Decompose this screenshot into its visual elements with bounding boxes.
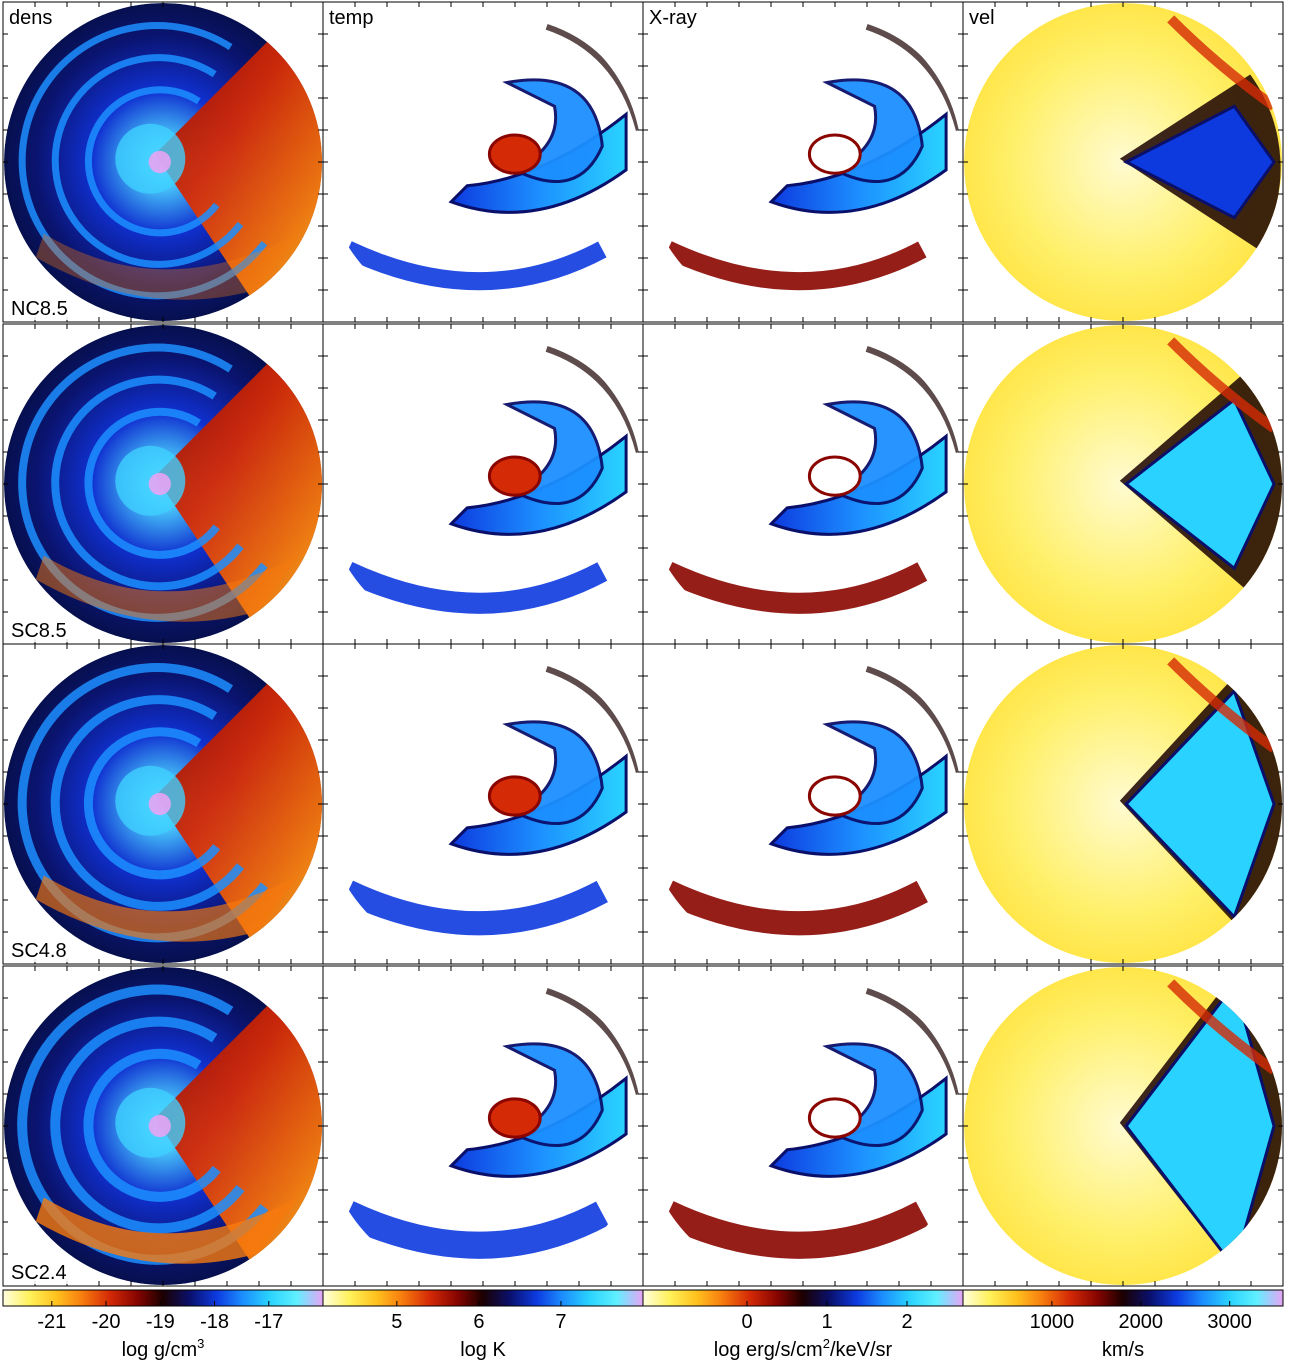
- domain-disk: [964, 325, 1282, 643]
- panel-dens-sc2-4: SC2.4: [2, 965, 324, 1287]
- colorbar-unit-label: log K: [460, 1339, 506, 1360]
- colorbar-tick-label: 2: [901, 1311, 912, 1333]
- panel-dens-nc8-5: dens NC8.5: [2, 1, 324, 323]
- domain-disk: [324, 325, 642, 643]
- panel-xray-sc8-5: [642, 323, 964, 645]
- colorbar-tick-label: 7: [555, 1311, 566, 1333]
- domain-disk: [644, 967, 962, 1285]
- domain-disk: [644, 325, 962, 643]
- panel-grid: dens NC8.5 temp X-ray vel SC8.5 SC4.8 SC2.4: [2, 1, 1284, 1287]
- panel-temp-nc8-5: temp: [322, 1, 644, 323]
- row-label-sc4-8: SC4.8: [11, 940, 67, 962]
- domain-disk: [324, 645, 642, 963]
- row-label-nc8-5: NC8.5: [11, 298, 68, 320]
- domain-disk: [324, 967, 642, 1285]
- domain-disk: [324, 3, 642, 321]
- domain-disk: [644, 645, 962, 963]
- column-label-dens: dens: [9, 7, 52, 29]
- colorbar-tick-label: -20: [92, 1311, 121, 1333]
- colorbar-vel: 1000 2000 3000 km/s: [962, 1289, 1284, 1360]
- colorbar-tick-label: 1000: [1030, 1311, 1075, 1333]
- panel-dens-sc8-5: SC8.5: [2, 323, 324, 645]
- column-label-temp: temp: [329, 7, 373, 29]
- colorbar-tick-label: 3000: [1207, 1311, 1252, 1333]
- colorbar-unit-label: log erg/s/cm2/keV/sr: [714, 1336, 893, 1360]
- panel-vel-sc2-4: [962, 965, 1284, 1287]
- domain-disk: [644, 3, 962, 321]
- colorbar-tick-label: -19: [146, 1311, 175, 1333]
- panel-xray-sc2-4: [642, 965, 964, 1287]
- colorbar-gradient: [2, 1289, 324, 1307]
- colorbar-unit-label: log g/cm3: [122, 1336, 205, 1360]
- panel-temp-sc2-4: [322, 965, 644, 1287]
- row-label-sc2-4: SC2.4: [11, 1262, 67, 1284]
- row-label-sc8-5: SC8.5: [11, 620, 67, 642]
- colorbar-tick-label: -21: [37, 1311, 66, 1333]
- colorbar-temp: 5 6 7 log K: [322, 1289, 644, 1360]
- colorbar-tick-label: 2000: [1119, 1311, 1164, 1333]
- colorbar-tick-label: -17: [254, 1311, 283, 1333]
- panel-vel-sc8-5: [962, 323, 1284, 645]
- colorbar-gradient: [642, 1289, 964, 1307]
- colorbar-gradient: [322, 1289, 644, 1307]
- colorbar-tick-label: 0: [741, 1311, 752, 1333]
- panel-temp-sc4-8: [322, 643, 644, 965]
- panel-vel-sc4-8: [962, 643, 1284, 965]
- colorbar-tick-label: 1: [821, 1311, 832, 1333]
- colorbar-tick-label: 5: [391, 1311, 402, 1333]
- column-label-vel: vel: [969, 7, 995, 29]
- colorbar-xray: 0 1 2 log erg/s/cm2/keV/sr: [642, 1289, 964, 1360]
- colorbar-gradient: [962, 1289, 1284, 1307]
- column-label-xray: X-ray: [649, 7, 697, 29]
- colorbar-row: -21 -20 -19 -18 -17 log g/cm3 5 6 7 log K 0 1 2 log e…: [2, 1289, 1284, 1360]
- colorbar-dens: -21 -20 -19 -18 -17 log g/cm3: [2, 1289, 324, 1360]
- panel-temp-sc8-5: [322, 323, 644, 645]
- panel-vel-nc8-5: vel: [962, 1, 1284, 323]
- panel-dens-sc4-8: SC4.8: [2, 643, 324, 965]
- colorbar-tick-label: -18: [200, 1311, 229, 1333]
- panel-xray-nc8-5: X-ray: [642, 1, 964, 323]
- colorbar-unit-label: km/s: [1102, 1339, 1144, 1360]
- colorbar-tick-label: 6: [473, 1311, 484, 1333]
- panel-xray-sc4-8: [642, 643, 964, 965]
